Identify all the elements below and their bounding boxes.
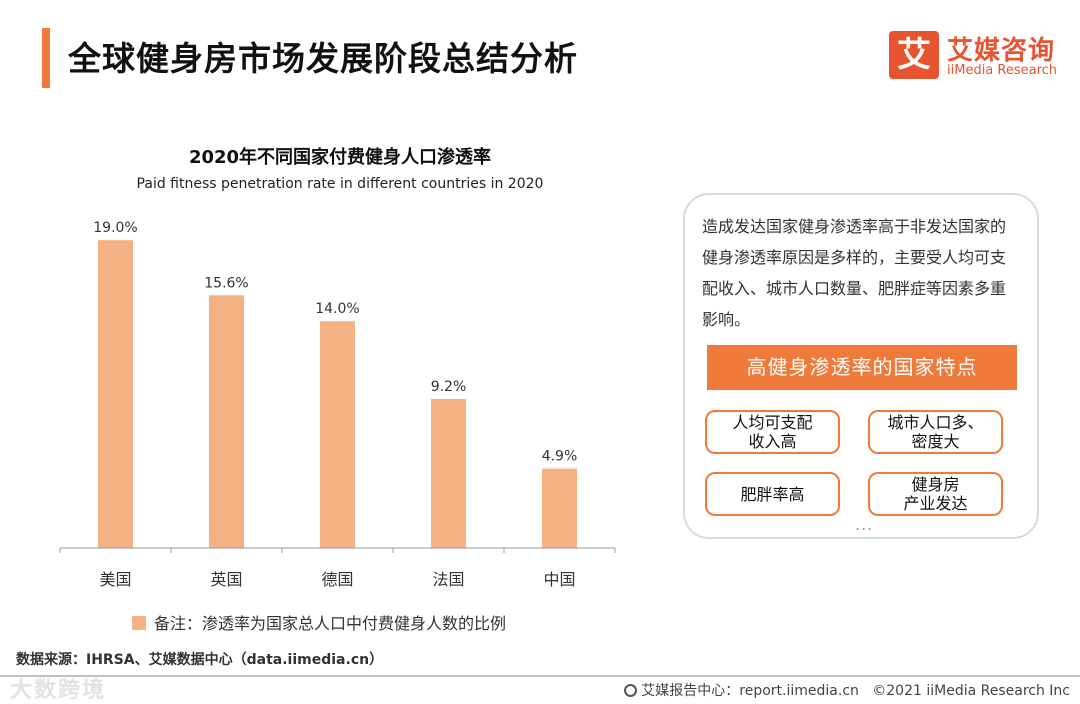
x-tick-label-1: 英国 bbox=[210, 570, 242, 589]
report-center: 艾媒报告中心：report.iimedia.cn bbox=[641, 683, 859, 699]
copyright: ©2021 iiMedia Research Inc bbox=[872, 683, 1070, 699]
feature-income-line1: 人均可支配 bbox=[732, 413, 813, 432]
bar-0 bbox=[98, 240, 133, 548]
feature-income-line2: 收入高 bbox=[748, 432, 797, 451]
feature-urban-line1: 城市人口多、 bbox=[887, 413, 984, 432]
bar-1 bbox=[209, 295, 244, 548]
feature-income: 人均可支配 收入高 bbox=[705, 410, 840, 454]
footer-divider bbox=[0, 675, 1080, 677]
data-label-1: 15.6% bbox=[204, 275, 248, 291]
chart-note: 备注：渗透率为国家总人口中付费健身人数的比例 bbox=[132, 610, 506, 634]
bar-4 bbox=[542, 468, 577, 548]
data-label-3: 9.2% bbox=[431, 379, 467, 395]
analysis-text: 造成发达国家健身渗透率高于非发达国家的健身渗透率原因是多样的，主要受人均可支配收… bbox=[702, 217, 1007, 329]
data-label-2: 14.0% bbox=[315, 301, 359, 317]
data-label-4: 4.9% bbox=[542, 449, 578, 465]
data-source: 数据来源：IHRSA、艾媒数据中心（data.iimedia.cn） bbox=[16, 652, 384, 668]
bar-3 bbox=[431, 398, 466, 548]
globe-icon bbox=[624, 684, 638, 697]
title-accent-bar bbox=[42, 28, 50, 88]
feature-gym-industry: 健身房 产业发达 bbox=[868, 472, 1003, 516]
feature-urban: 城市人口多、 密度大 bbox=[868, 410, 1003, 454]
watermark: 大数跨境 bbox=[10, 678, 107, 703]
iimedia-logo-cn: 艾媒咨询 bbox=[947, 36, 1056, 66]
legend-swatch bbox=[132, 616, 146, 630]
more-ellipsis: ... bbox=[855, 515, 874, 534]
page-title: 全球健身房市场发展阶段总结分析 bbox=[68, 39, 578, 78]
iimedia-logo-en: iiMedia Research bbox=[947, 63, 1058, 78]
feature-gym-line2: 产业发达 bbox=[903, 494, 968, 513]
feature-gym-line1: 健身房 bbox=[911, 475, 960, 494]
iimedia-logo-mark: 艾 bbox=[889, 31, 939, 79]
chart-title: 2020年不同国家付费健身人口渗透率 bbox=[188, 147, 492, 168]
x-tick-label-3: 法国 bbox=[432, 570, 464, 589]
data-label-0: 19.0% bbox=[93, 220, 137, 236]
features-header: 高健身渗透率的国家特点 bbox=[707, 345, 1017, 390]
feature-obesity-line1: 肥胖率高 bbox=[740, 484, 805, 504]
footer-info: 艾媒报告中心：report.iimedia.cn ©2021 iiMedia R… bbox=[624, 680, 1070, 700]
bar-2 bbox=[320, 321, 355, 548]
x-tick-label-0: 美国 bbox=[99, 570, 131, 589]
chart-note-text: 备注：渗透率为国家总人口中付费健身人数的比例 bbox=[154, 614, 507, 633]
chart-subtitle: Paid fitness penetration rate in differe… bbox=[136, 176, 544, 192]
feature-obesity: 肥胖率高 bbox=[705, 472, 840, 516]
x-tick-label-2: 德国 bbox=[321, 570, 353, 589]
feature-urban-line2: 密度大 bbox=[911, 432, 960, 451]
x-tick-label-4: 中国 bbox=[543, 570, 575, 589]
analysis-panel bbox=[683, 193, 1039, 539]
